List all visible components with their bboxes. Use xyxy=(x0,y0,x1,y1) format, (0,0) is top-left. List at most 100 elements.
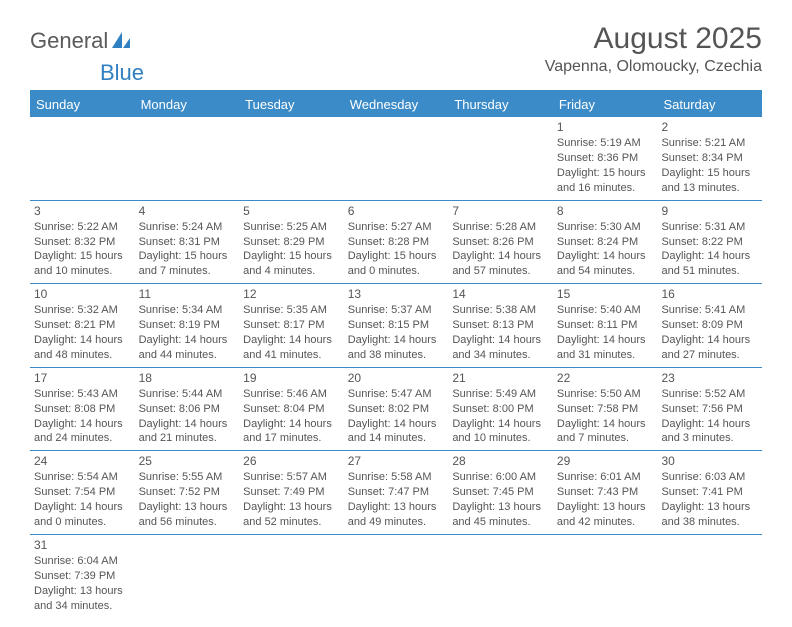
logo-text-2: Blue xyxy=(100,60,762,86)
daylight-text: and 44 minutes. xyxy=(139,348,236,363)
sunset-text: Sunset: 8:15 PM xyxy=(348,318,445,333)
sail-icon xyxy=(110,30,132,50)
day-number: 11 xyxy=(139,286,236,302)
sunset-text: Sunset: 8:22 PM xyxy=(661,235,758,250)
col-friday: Friday xyxy=(553,92,658,117)
daylight-text: and 13 minutes. xyxy=(661,181,758,196)
col-thursday: Thursday xyxy=(448,92,553,117)
sunset-text: Sunset: 8:36 PM xyxy=(557,151,654,166)
week-row: 1Sunrise: 5:19 AMSunset: 8:36 PMDaylight… xyxy=(30,117,762,201)
sunrise-text: Sunrise: 5:57 AM xyxy=(243,470,340,485)
daylight-text: Daylight: 14 hours xyxy=(661,417,758,432)
sunset-text: Sunset: 8:06 PM xyxy=(139,402,236,417)
sunrise-text: Sunrise: 5:35 AM xyxy=(243,303,340,318)
day-cell: 22Sunrise: 5:50 AMSunset: 7:58 PMDayligh… xyxy=(553,368,658,451)
day-cell: 30Sunrise: 6:03 AMSunset: 7:41 PMDayligh… xyxy=(657,451,762,534)
day-number: 30 xyxy=(661,453,758,469)
sunrise-text: Sunrise: 5:44 AM xyxy=(139,387,236,402)
daylight-text: and 54 minutes. xyxy=(557,264,654,279)
day-cell: 27Sunrise: 5:58 AMSunset: 7:47 PMDayligh… xyxy=(344,451,449,534)
daylight-text: and 48 minutes. xyxy=(34,348,131,363)
daylight-text: Daylight: 14 hours xyxy=(661,333,758,348)
day-number: 3 xyxy=(34,203,131,219)
col-tuesday: Tuesday xyxy=(239,92,344,117)
col-wednesday: Wednesday xyxy=(344,92,449,117)
day-cell: 7Sunrise: 5:28 AMSunset: 8:26 PMDaylight… xyxy=(448,201,553,284)
sunrise-text: Sunrise: 5:41 AM xyxy=(661,303,758,318)
day-cell: 11Sunrise: 5:34 AMSunset: 8:19 PMDayligh… xyxy=(135,284,240,367)
day-cell: 5Sunrise: 5:25 AMSunset: 8:29 PMDaylight… xyxy=(239,201,344,284)
daylight-text: and 34 minutes. xyxy=(34,599,131,614)
empty-cell xyxy=(344,535,449,618)
day-cell: 17Sunrise: 5:43 AMSunset: 8:08 PMDayligh… xyxy=(30,368,135,451)
day-cell: 21Sunrise: 5:49 AMSunset: 8:00 PMDayligh… xyxy=(448,368,553,451)
daylight-text: Daylight: 13 hours xyxy=(557,500,654,515)
sunrise-text: Sunrise: 5:38 AM xyxy=(452,303,549,318)
day-cell: 13Sunrise: 5:37 AMSunset: 8:15 PMDayligh… xyxy=(344,284,449,367)
daylight-text: and 7 minutes. xyxy=(139,264,236,279)
day-cell: 25Sunrise: 5:55 AMSunset: 7:52 PMDayligh… xyxy=(135,451,240,534)
day-cell: 23Sunrise: 5:52 AMSunset: 7:56 PMDayligh… xyxy=(657,368,762,451)
day-number: 16 xyxy=(661,286,758,302)
daylight-text: Daylight: 15 hours xyxy=(557,166,654,181)
sunset-text: Sunset: 8:24 PM xyxy=(557,235,654,250)
day-cell: 1Sunrise: 5:19 AMSunset: 8:36 PMDaylight… xyxy=(553,117,658,200)
daylight-text: Daylight: 14 hours xyxy=(243,417,340,432)
daylight-text: and 10 minutes. xyxy=(34,264,131,279)
day-number: 10 xyxy=(34,286,131,302)
daylight-text: Daylight: 14 hours xyxy=(243,333,340,348)
daylight-text: Daylight: 14 hours xyxy=(661,249,758,264)
sunset-text: Sunset: 8:26 PM xyxy=(452,235,549,250)
sunrise-text: Sunrise: 5:37 AM xyxy=(348,303,445,318)
daylight-text: and 31 minutes. xyxy=(557,348,654,363)
day-number: 17 xyxy=(34,370,131,386)
sunset-text: Sunset: 8:04 PM xyxy=(243,402,340,417)
day-cell: 3Sunrise: 5:22 AMSunset: 8:32 PMDaylight… xyxy=(30,201,135,284)
day-number: 28 xyxy=(452,453,549,469)
day-number: 4 xyxy=(139,203,236,219)
sunset-text: Sunset: 8:32 PM xyxy=(34,235,131,250)
day-number: 1 xyxy=(557,119,654,135)
daylight-text: and 14 minutes. xyxy=(348,431,445,446)
daylight-text: Daylight: 14 hours xyxy=(34,333,131,348)
empty-cell xyxy=(30,117,135,200)
sunrise-text: Sunrise: 5:25 AM xyxy=(243,220,340,235)
daylight-text: Daylight: 13 hours xyxy=(34,584,131,599)
day-number: 13 xyxy=(348,286,445,302)
sunset-text: Sunset: 8:21 PM xyxy=(34,318,131,333)
sunset-text: Sunset: 7:43 PM xyxy=(557,485,654,500)
daylight-text: and 3 minutes. xyxy=(661,431,758,446)
sunset-text: Sunset: 8:17 PM xyxy=(243,318,340,333)
sunrise-text: Sunrise: 5:34 AM xyxy=(139,303,236,318)
daylight-text: and 24 minutes. xyxy=(34,431,131,446)
day-number: 31 xyxy=(34,537,131,553)
daylight-text: Daylight: 13 hours xyxy=(452,500,549,515)
day-number: 26 xyxy=(243,453,340,469)
calendar-body: 1Sunrise: 5:19 AMSunset: 8:36 PMDaylight… xyxy=(30,117,762,617)
week-row: 31Sunrise: 6:04 AMSunset: 7:39 PMDayligh… xyxy=(30,535,762,618)
day-cell: 24Sunrise: 5:54 AMSunset: 7:54 PMDayligh… xyxy=(30,451,135,534)
daylight-text: and 27 minutes. xyxy=(661,348,758,363)
sunrise-text: Sunrise: 5:21 AM xyxy=(661,136,758,151)
day-cell: 8Sunrise: 5:30 AMSunset: 8:24 PMDaylight… xyxy=(553,201,658,284)
empty-cell xyxy=(344,117,449,200)
day-cell: 9Sunrise: 5:31 AMSunset: 8:22 PMDaylight… xyxy=(657,201,762,284)
day-number: 24 xyxy=(34,453,131,469)
daylight-text: and 56 minutes. xyxy=(139,515,236,530)
week-row: 17Sunrise: 5:43 AMSunset: 8:08 PMDayligh… xyxy=(30,368,762,452)
calendar: Sunday Monday Tuesday Wednesday Thursday… xyxy=(30,90,762,617)
day-cell: 19Sunrise: 5:46 AMSunset: 8:04 PMDayligh… xyxy=(239,368,344,451)
week-row: 24Sunrise: 5:54 AMSunset: 7:54 PMDayligh… xyxy=(30,451,762,535)
sunrise-text: Sunrise: 6:01 AM xyxy=(557,470,654,485)
sunrise-text: Sunrise: 5:27 AM xyxy=(348,220,445,235)
sunset-text: Sunset: 8:34 PM xyxy=(661,151,758,166)
day-cell: 12Sunrise: 5:35 AMSunset: 8:17 PMDayligh… xyxy=(239,284,344,367)
daylight-text: and 38 minutes. xyxy=(348,348,445,363)
week-row: 3Sunrise: 5:22 AMSunset: 8:32 PMDaylight… xyxy=(30,201,762,285)
sunset-text: Sunset: 7:49 PM xyxy=(243,485,340,500)
day-number: 23 xyxy=(661,370,758,386)
sunrise-text: Sunrise: 6:00 AM xyxy=(452,470,549,485)
daylight-text: and 10 minutes. xyxy=(452,431,549,446)
daylight-text: Daylight: 14 hours xyxy=(452,333,549,348)
daylight-text: Daylight: 14 hours xyxy=(452,417,549,432)
